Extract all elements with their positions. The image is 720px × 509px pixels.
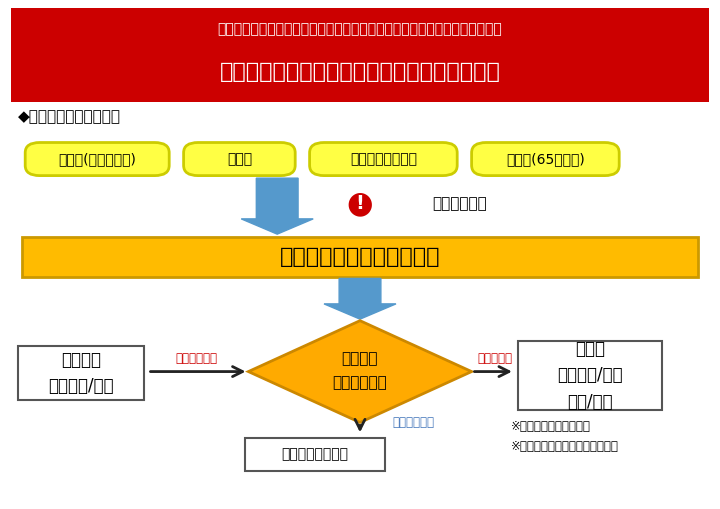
Text: 重症化リスクの高い方の外来受診・療養の流れ: 重症化リスクの高い方の外来受診・療養の流れ bbox=[220, 62, 500, 82]
Bar bbox=[22, 237, 698, 277]
FancyBboxPatch shape bbox=[472, 143, 619, 176]
Text: ※必要に応じ治療薬内服
※必要に応じ保健所等がフォロー: ※必要に応じ治療薬内服 ※必要に応じ保健所等がフォロー bbox=[511, 420, 619, 453]
Text: インフル陽性: インフル陽性 bbox=[175, 352, 217, 365]
Text: ◆重症化リスクの高い方: ◆重症化リスクの高い方 bbox=[18, 109, 121, 125]
Bar bbox=[518, 341, 662, 410]
Text: コロナ・: コロナ・ bbox=[342, 351, 378, 366]
Text: 速やかに受診: 速やかに受診 bbox=[432, 196, 487, 211]
Polygon shape bbox=[324, 278, 396, 319]
Text: ●: ● bbox=[347, 189, 373, 218]
Bar bbox=[18, 346, 144, 400]
FancyBboxPatch shape bbox=[25, 143, 169, 176]
Polygon shape bbox=[248, 321, 472, 422]
Text: 基礎疾患がある方: 基礎疾患がある方 bbox=[350, 152, 417, 166]
Text: 妊　婦: 妊 婦 bbox=[227, 152, 252, 166]
FancyBboxPatch shape bbox=[310, 143, 457, 176]
Text: コロナ
自宅療養/宿泊
療養/入院: コロナ 自宅療養/宿泊 療養/入院 bbox=[557, 340, 624, 411]
Bar bbox=[11, 8, 709, 102]
Text: 子ども(小学生以下): 子ども(小学生以下) bbox=[58, 152, 136, 166]
Text: 原因に応じた対応: 原因に応じた対応 bbox=[282, 447, 348, 461]
Bar bbox=[245, 438, 385, 471]
Text: 新型コロナ・インフルエンザの大規模な流行が同時期に起きる場合に備えた: 新型コロナ・インフルエンザの大規模な流行が同時期に起きる場合に備えた bbox=[217, 22, 503, 37]
Text: いずれも陰性: いずれも陰性 bbox=[392, 416, 434, 429]
Text: インフル検査: インフル検査 bbox=[333, 375, 387, 390]
Text: 高齢者(65歳以上): 高齢者(65歳以上) bbox=[506, 152, 585, 166]
Text: !: ! bbox=[356, 194, 364, 213]
Polygon shape bbox=[241, 178, 313, 234]
Text: コロナ陽性: コロナ陽性 bbox=[477, 352, 513, 365]
Text: 発熱外来／かかりつけ医等: 発熱外来／かかりつけ医等 bbox=[280, 247, 440, 267]
Text: インフル
自宅療養/入院: インフル 自宅療養/入院 bbox=[48, 351, 114, 395]
FancyBboxPatch shape bbox=[184, 143, 295, 176]
